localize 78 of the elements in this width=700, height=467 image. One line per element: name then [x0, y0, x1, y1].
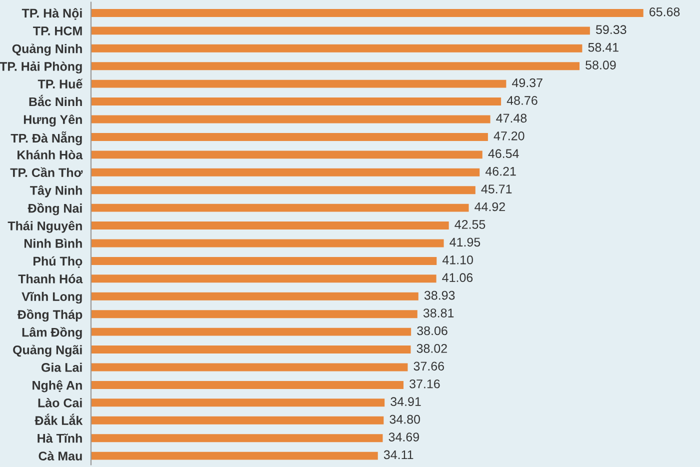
bar — [91, 26, 590, 35]
bar — [91, 44, 582, 52]
data-label: 48.76 — [506, 96, 538, 105]
y-tick-label: Đồng Nai — [28, 203, 82, 216]
data-label: 58.09 — [586, 60, 616, 70]
data-label: 58.41 — [588, 42, 618, 52]
bar — [91, 274, 436, 283]
bar — [91, 398, 385, 407]
y-tick-label: TP. Hà Nội — [22, 8, 82, 20]
y-tick-label: Khánh Hòa — [18, 150, 83, 160]
bar — [91, 363, 408, 372]
y-tick-label: Thanh Hóa — [18, 274, 83, 284]
y-tick-label: Lào Cai — [38, 398, 82, 408]
y-tick-label: TP. HCM — [33, 26, 82, 36]
y-tick-label: Cà Mau — [38, 451, 82, 460]
data-label: 41.10 — [442, 255, 473, 264]
y-tick-label: TP. Huế — [38, 78, 83, 88]
data-label: 37.16 — [410, 379, 440, 388]
y-tick-label: Bắc Ninh — [29, 94, 82, 106]
bar — [91, 168, 480, 176]
data-label: 34.91 — [390, 397, 421, 406]
data-label: 47.48 — [496, 114, 527, 123]
y-tick-label: Đắk Lắk — [34, 414, 83, 426]
y-tick-label: TP. Đà Nẵng — [10, 131, 82, 146]
data-label: 34.69 — [388, 432, 419, 442]
bar — [91, 204, 469, 212]
data-label: 41.95 — [450, 238, 480, 247]
bar — [91, 62, 580, 70]
data-label: 38.06 — [417, 326, 448, 336]
data-label: 47.20 — [494, 131, 524, 140]
data-label: 46.21 — [485, 166, 516, 176]
data-label: 65.68 — [650, 7, 680, 16]
y-tick-label: Hưng Yên — [24, 114, 82, 127]
bar — [91, 115, 490, 124]
data-label: 42.55 — [454, 220, 486, 229]
y-tick-label: Hà Tĩnh — [38, 433, 82, 443]
bar — [91, 98, 502, 106]
y-tick-label: Ninh Bình — [24, 238, 82, 248]
data-label: 46.54 — [488, 149, 519, 158]
bar — [91, 150, 482, 159]
y-tick-label: TP. Cần Thơ — [10, 167, 83, 178]
bar — [91, 80, 506, 88]
bar — [91, 239, 444, 248]
bar — [91, 434, 383, 442]
bar — [91, 380, 404, 389]
data-label: 59.33 — [596, 25, 626, 34]
y-tick-label: Tây Ninh — [30, 185, 82, 198]
data-label: 34.80 — [390, 414, 420, 424]
bar — [91, 416, 384, 424]
bar — [91, 132, 488, 141]
y-tick-label: Nghệ An — [32, 380, 82, 392]
bar — [91, 8, 644, 17]
y-tick-label: TP. Hải Phòng — [0, 61, 82, 74]
bar — [91, 310, 418, 318]
data-label: 45.71 — [481, 184, 512, 194]
y-tick-label: Thái Nguyên — [8, 220, 82, 233]
y-tick-label: Quảng Ninh — [12, 44, 82, 56]
bar — [91, 256, 437, 265]
data-label: 41.06 — [442, 273, 473, 282]
data-label: 34.11 — [384, 450, 414, 460]
y-tick-label: Phú Thọ — [34, 256, 82, 268]
bar — [91, 222, 449, 230]
data-label: 37.66 — [414, 362, 444, 371]
y-tick-label: Quảng Ngãi — [13, 344, 82, 357]
y-tick-label: Gia Lai — [42, 362, 82, 372]
y-tick-label: Vĩnh Long — [22, 292, 82, 304]
data-label: 38.93 — [424, 290, 455, 300]
bar — [91, 452, 378, 460]
data-label: 49.37 — [512, 78, 542, 88]
bar — [91, 186, 476, 194]
data-label: 38.81 — [423, 308, 454, 318]
data-label: 44.92 — [474, 202, 505, 212]
bar — [91, 328, 412, 336]
y-tick-label: Đồng Tháp — [17, 309, 82, 322]
data-label: 38.02 — [416, 344, 447, 353]
y-tick-label: Lâm Đồng — [22, 327, 82, 340]
bar — [91, 346, 411, 354]
bar — [91, 292, 418, 300]
